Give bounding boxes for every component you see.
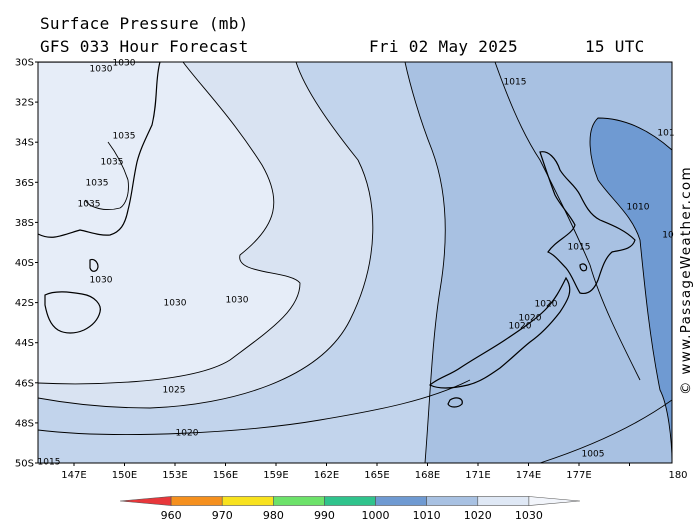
lon-tick-label: 177E: [566, 470, 591, 481]
isobar-label: 1030: [164, 299, 187, 309]
isobar-label: 1025: [163, 386, 186, 396]
lon-tick-label: 180: [668, 470, 687, 481]
isobar-1035: [84, 141, 129, 211]
isobar-label: 1010: [627, 203, 650, 213]
legend-swatch: [324, 496, 376, 506]
lon-tick-label: 171E: [465, 470, 490, 481]
isobar-label: 1015: [38, 458, 61, 468]
stewart-island: [447, 397, 463, 408]
isobar-lines: [38, 62, 672, 463]
lat-tick-label: 46S: [15, 378, 34, 389]
legend-label: 970: [212, 509, 233, 522]
lat-tick-label: 48S: [15, 418, 34, 429]
lat-tick-label: 34S: [15, 138, 34, 149]
legend-label: 1020: [464, 509, 492, 522]
legend-swatch: [477, 496, 530, 506]
passageweather-credit: © www.PassageWeather.com: [678, 166, 694, 395]
legend-label: 960: [161, 509, 182, 522]
isobar-label: 1030: [226, 296, 249, 306]
lat-tick-label: 50S: [15, 459, 34, 470]
isobar-label: 1020: [519, 314, 542, 324]
lon-tick-label: 162E: [314, 470, 339, 481]
nz-strait-island: [579, 263, 588, 272]
lon-tick-label: 159E: [263, 470, 288, 481]
latitude-axis: 30S 32S 34S 36S 38S 40S 42S 44S 46S 48S 50S: [15, 58, 38, 470]
lat-tick-label: 36S: [15, 178, 34, 189]
isobar-1025: [38, 62, 374, 409]
legend-swatch: [119, 496, 172, 506]
pressure-band-ge-1025: [38, 62, 300, 384]
isobar-1010: [589, 117, 672, 463]
lon-tick-label: 150E: [112, 470, 137, 481]
isobar-label: 1020: [535, 300, 558, 310]
isobar-label: 1035: [101, 158, 124, 168]
longitude-axis: 147E 150E 153E 156E 159E 162E 165E 168E 171E 174E…: [61, 463, 688, 481]
isobar-label: 1030: [90, 276, 113, 286]
isobar-1005: [539, 399, 672, 463]
king-island: [89, 258, 99, 272]
nz-south-island-coast: [428, 276, 571, 389]
forecast-date: Fri 02 May 2025: [369, 37, 518, 56]
tasmania-coast: [44, 291, 101, 334]
coastlines: [38, 62, 636, 408]
isobar-label: 1035: [78, 200, 101, 210]
isobar-label: 1035: [113, 132, 136, 142]
isobar-label: 10: [662, 231, 674, 241]
legend-swatch: [375, 496, 427, 506]
legend-swatch: [221, 496, 274, 506]
isobar-1030: [38, 62, 301, 385]
lat-tick-label: 38S: [15, 218, 34, 229]
legend-swatch: [170, 496, 223, 506]
isobar-label: 1005: [582, 450, 605, 460]
isobar-label: 1020: [176, 429, 199, 439]
pressure-legend: 960 970 980 990 1000 1010 1020 1030: [119, 496, 581, 522]
legend-label: 1000: [362, 509, 390, 522]
lon-tick-label: 147E: [61, 470, 86, 481]
forecast-subtitle: GFS 033 Hour Forecast: [40, 37, 249, 56]
forecast-time: 15 UTC: [585, 37, 645, 56]
legend-swatch: [273, 496, 325, 506]
legend-label: 1010: [413, 509, 441, 522]
legend-swatch: [426, 496, 479, 506]
lon-tick-label: 174E: [516, 470, 541, 481]
legend-label: 980: [263, 509, 284, 522]
isobar-label: 1030: [90, 65, 113, 75]
legend-label: 1030: [515, 509, 543, 522]
lon-tick-label: 165E: [364, 470, 389, 481]
isobar-1020-south: [38, 379, 471, 435]
isobar-label: 1015: [504, 78, 527, 88]
isobar-label: 1035: [86, 179, 109, 189]
legend-swatch: [528, 496, 581, 506]
lon-tick-label: 153E: [162, 470, 187, 481]
nz-north-island-coast: [539, 151, 636, 295]
lon-tick-label: 168E: [415, 470, 440, 481]
lat-tick-label: 30S: [15, 58, 34, 69]
isobar-label: 1015: [568, 243, 591, 253]
lat-tick-label: 42S: [15, 298, 34, 309]
australia-coast: [38, 62, 161, 238]
isobar-label: 1030: [113, 59, 136, 69]
lat-tick-label: 32S: [15, 98, 34, 109]
lon-tick-label: 156E: [213, 470, 238, 481]
isobar-1015: [494, 62, 641, 381]
isobar-label: 101: [657, 129, 674, 139]
lat-tick-label: 44S: [15, 338, 34, 349]
lat-tick-label: 40S: [15, 258, 34, 269]
legend-label: 990: [314, 509, 335, 522]
map-title: Surface Pressure (mb): [40, 14, 249, 33]
isobar-label: 1020: [509, 322, 532, 332]
